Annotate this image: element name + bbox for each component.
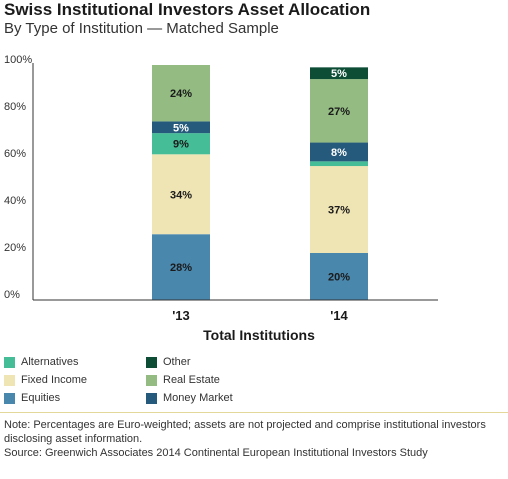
x-tick-label: '13	[172, 308, 190, 323]
divider	[0, 412, 508, 413]
legend-swatch	[4, 356, 15, 368]
data-label: 27%	[328, 106, 350, 118]
chart-title: Swiss Institutional Investors Asset Allo…	[4, 0, 371, 19]
bar-segment-other	[310, 67, 368, 80]
bars: 28% 34% 9% 5% 24% 20% 37% 8% 27% 5%	[152, 65, 368, 300]
bar-segment-alternatives	[152, 133, 210, 155]
legend-swatch	[4, 392, 15, 404]
legend-label: Other	[163, 356, 191, 368]
bar-segment-money-market	[152, 121, 210, 134]
legend-swatch	[146, 392, 157, 404]
bar-segment-real-estate	[310, 79, 368, 143]
notes: Note: Percentages are Euro-weighted; ass…	[4, 418, 504, 460]
data-label: 34%	[170, 189, 192, 201]
legend: Alternatives Fixed Income Equities Other Rea…	[4, 352, 324, 406]
legend-item-money-market: Money Market	[146, 392, 233, 404]
legend-swatch	[4, 374, 15, 386]
y-tick-label: 40%	[4, 195, 26, 207]
bar-segment-fixed-income	[310, 166, 368, 253]
y-tick-label: 80%	[4, 101, 26, 113]
bar-segment-alternatives	[310, 161, 368, 167]
data-label: 20%	[328, 272, 350, 284]
bar-segment-fixed-income	[152, 154, 210, 235]
legend-label: Real Estate	[163, 374, 220, 386]
bar-segment-real-estate	[152, 65, 210, 122]
legend-item-alternatives: Alternatives	[4, 356, 78, 368]
legend-label: Money Market	[163, 392, 233, 404]
y-tick-label: 0%	[4, 289, 20, 301]
y-tick-label: 100%	[4, 54, 32, 66]
data-label: 5%	[173, 122, 189, 134]
y-tick-label: 60%	[4, 148, 26, 160]
data-label: 5%	[331, 68, 347, 80]
bar-segment-equities	[310, 253, 368, 300]
source-text: Source: Greenwich Associates 2014 Contin…	[4, 447, 428, 459]
data-label: 8%	[331, 147, 347, 159]
y-tick-label: 20%	[4, 242, 26, 254]
legend-label: Alternatives	[21, 356, 79, 368]
y-axis: 0% 20% 40% 60% 80% 100%	[4, 54, 34, 301]
legend-item-other: Other	[146, 356, 191, 368]
bar-segment-equities	[152, 234, 210, 300]
bar-segment-money-market	[310, 142, 368, 162]
legend-label: Equities	[21, 392, 61, 404]
chart-subtitle: By Type of Institution — Matched Sample	[4, 20, 279, 37]
legend-swatch	[146, 356, 157, 368]
legend-swatch	[146, 374, 157, 386]
legend-label: Fixed Income	[21, 374, 88, 386]
x-axis-title: Total Institutions	[203, 327, 315, 343]
data-label: 37%	[328, 205, 350, 217]
legend-item-real-estate: Real Estate	[146, 374, 220, 386]
x-axis: '13 '14	[33, 299, 438, 323]
data-label: 24%	[170, 88, 192, 100]
data-label: 28%	[170, 262, 192, 274]
note-text: Note: Percentages are Euro-weighted; ass…	[4, 419, 486, 445]
legend-item-equities: Equities	[4, 392, 60, 404]
stacked-bar-chart: 0% 20% 40% 60% 80% 100% 28% 34% 9% 5% 24% 20% 37% 8%…	[4, 54, 438, 343]
legend-item-fixed-income: Fixed Income	[4, 374, 87, 386]
x-tick-label: '14	[330, 308, 348, 323]
data-label: 9%	[173, 139, 189, 151]
